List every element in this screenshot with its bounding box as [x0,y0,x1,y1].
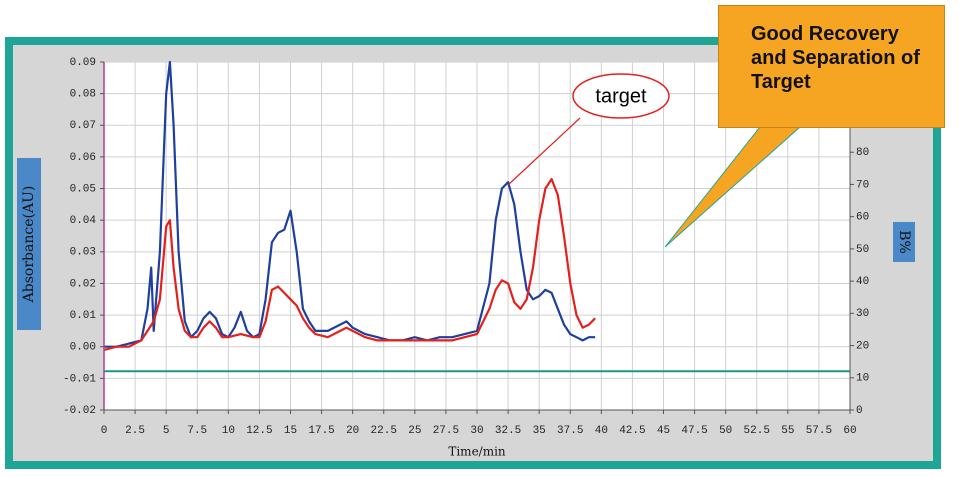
x-tick-label: 17.5 [308,425,334,437]
x-tick-label: 5 [163,425,170,437]
y-tick-label: -0.01 [63,373,96,385]
target-ellipse [572,73,670,119]
y-tick-label: 0.04 [70,215,97,227]
x-tick-label: 45 [657,425,670,437]
x-tick-label: 7.5 [187,425,207,437]
x-tick-label: 22.5 [371,425,397,437]
y-tick-label: 0.00 [70,342,96,354]
y2-axis-title: B% [896,230,912,254]
series-line [103,178,596,351]
x-tick-label: 2.5 [125,425,145,437]
y2-tick-label: 20 [856,340,869,352]
y2-tick-label: 10 [856,373,869,385]
y-label-bg [17,158,41,330]
x-tick-label: 52.5 [744,425,770,437]
x-tick-label: 60 [843,425,856,437]
target-pointer [507,117,581,186]
grid [103,61,851,411]
x-tick-label: 47.5 [681,425,707,437]
y-tick-label: 0.08 [70,89,96,101]
x-tick-label: 55 [781,425,794,437]
x-tick-label: 57.5 [806,425,832,437]
x-tick-label: 25 [408,425,421,437]
y2-tick-label: 60 [856,212,869,224]
y-tick-label: 0.07 [70,120,96,132]
y2-tick-label: 40 [856,276,869,288]
x-tick-label: 50 [719,425,732,437]
y2-tick-label: 70 [856,179,869,191]
target-label: target [595,85,647,107]
y2-tick-label: 50 [856,244,869,256]
y-tick-label: 0.03 [70,247,96,259]
x-tick-label: 0 [101,425,108,437]
x-tick-label: 20 [346,425,359,437]
x-tick-label: 15 [284,425,297,437]
x-tick-label: 10 [222,425,235,437]
y-tick-label: 0.06 [70,152,96,164]
y2-tick-label: 30 [856,308,869,320]
y-tick-label: -0.02 [63,405,96,417]
x-tick-label: 30 [470,425,483,437]
y2-label-bg [893,222,915,262]
x-axis-title: Time/min [448,445,506,459]
y-tick-label: 0.02 [70,278,96,290]
y-axis-title: Absorbance(AU) [21,186,37,304]
marks [103,60,850,373]
x-tick-label: 32.5 [495,425,521,437]
y-tick-label: 0.05 [70,183,96,195]
x-tick-label: 42.5 [619,425,645,437]
y-tick-label: 0.09 [70,57,96,69]
x-tick-label: 27.5 [433,425,459,437]
callout-box: Good Recovery and Separation of Target [718,5,945,128]
x-tick-label: 40 [595,425,608,437]
y-tick-label: 0.01 [70,310,97,322]
x-tick-label: 12.5 [246,425,272,437]
x-tick-label: 35 [533,425,546,437]
y2-tick-label: 80 [856,147,869,159]
x-tick-label: 37.5 [557,425,583,437]
y2-tick-label: 0 [856,405,863,417]
